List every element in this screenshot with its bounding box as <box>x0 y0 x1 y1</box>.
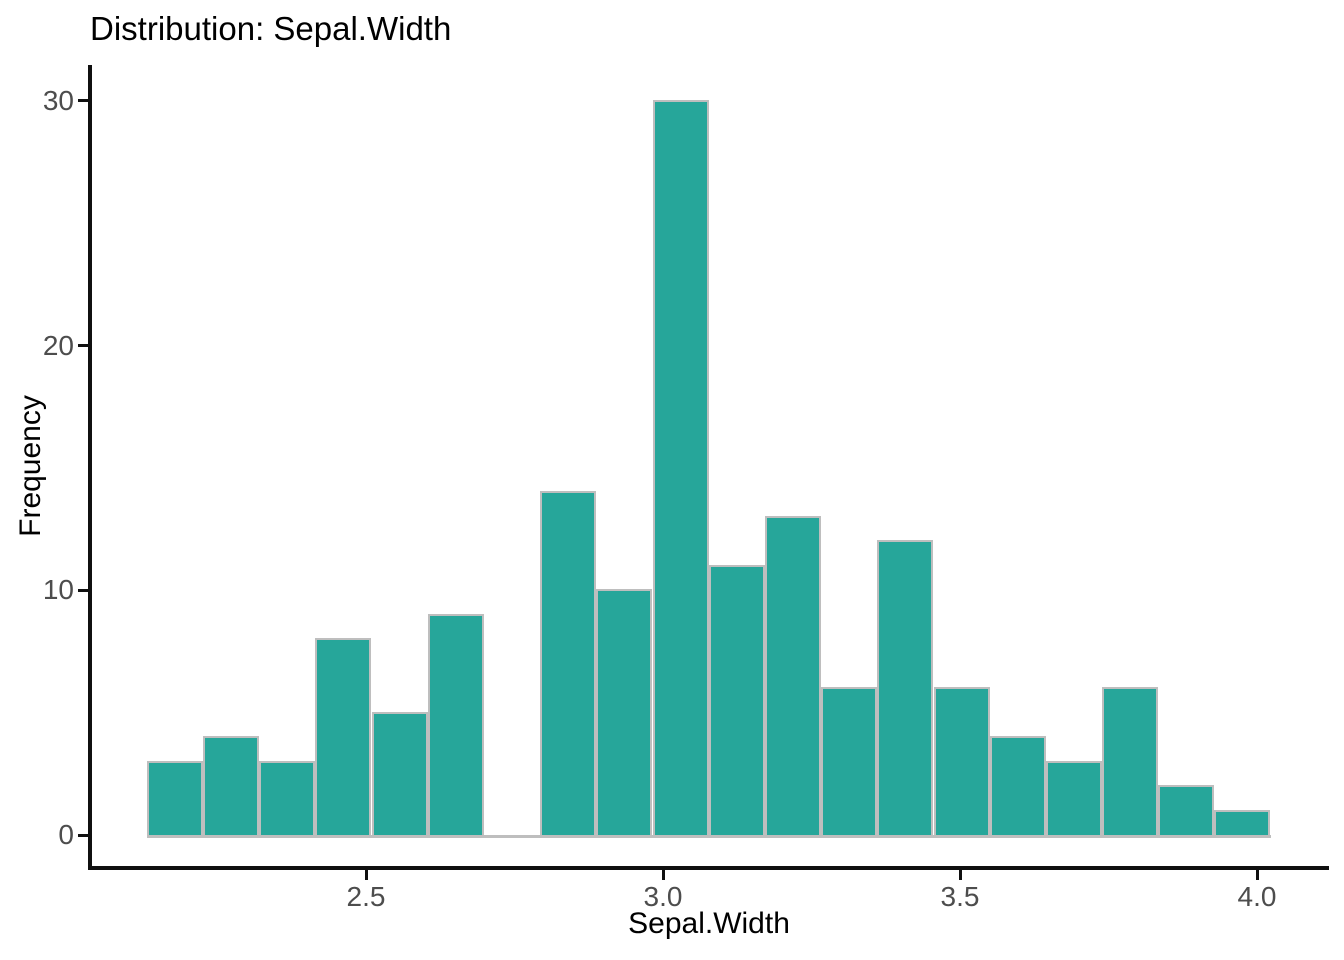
histogram-bar <box>1102 687 1158 837</box>
y-axis-tick-label: 10 <box>42 574 74 605</box>
y-axis-line <box>88 65 92 870</box>
histogram-bar <box>540 491 596 837</box>
histogram-bar <box>428 614 484 837</box>
histogram-bar <box>259 761 315 837</box>
x-axis-tick-label: 2.5 <box>346 881 386 912</box>
y-axis-tick-mark <box>78 589 88 592</box>
x-axis-tick-mark <box>959 870 962 880</box>
histogram-bar <box>765 516 821 837</box>
histogram-bar <box>709 565 765 837</box>
histogram-bar <box>821 687 877 837</box>
y-axis-tick-mark <box>78 99 88 102</box>
histogram-bar <box>372 712 428 837</box>
histogram-bar <box>990 736 1046 837</box>
histogram-bar <box>596 589 652 837</box>
y-axis-tick-label: 0 <box>58 819 74 850</box>
x-axis-tick-label: 3.0 <box>643 881 683 912</box>
histogram-bar <box>315 638 371 837</box>
chart-title: Distribution: Sepal.Width <box>90 10 452 47</box>
histogram-bar <box>934 687 990 837</box>
y-axis-tick-mark <box>78 834 88 837</box>
x-axis-tick-label: 4.0 <box>1237 881 1277 912</box>
histogram-bar <box>1158 785 1214 837</box>
x-axis-tick-mark <box>662 870 665 880</box>
y-axis-tick-label: 20 <box>42 330 74 361</box>
histogram-bar <box>1214 810 1270 837</box>
y-axis-tick-mark <box>78 344 88 347</box>
x-axis-tick-mark <box>365 870 368 880</box>
histogram-bar <box>203 736 259 837</box>
histogram-bar <box>147 761 203 837</box>
y-axis-title: Frequency <box>14 395 47 537</box>
x-axis-title: Sepal.Width <box>628 907 790 940</box>
histogram-bar <box>1046 761 1102 837</box>
histogram-bar <box>653 100 709 837</box>
y-axis-tick-label: 30 <box>42 85 74 116</box>
histogram-bar <box>877 540 933 837</box>
x-axis-tick-label: 3.5 <box>940 881 980 912</box>
x-axis-tick-mark <box>1256 870 1259 880</box>
x-axis-line <box>88 866 1329 870</box>
